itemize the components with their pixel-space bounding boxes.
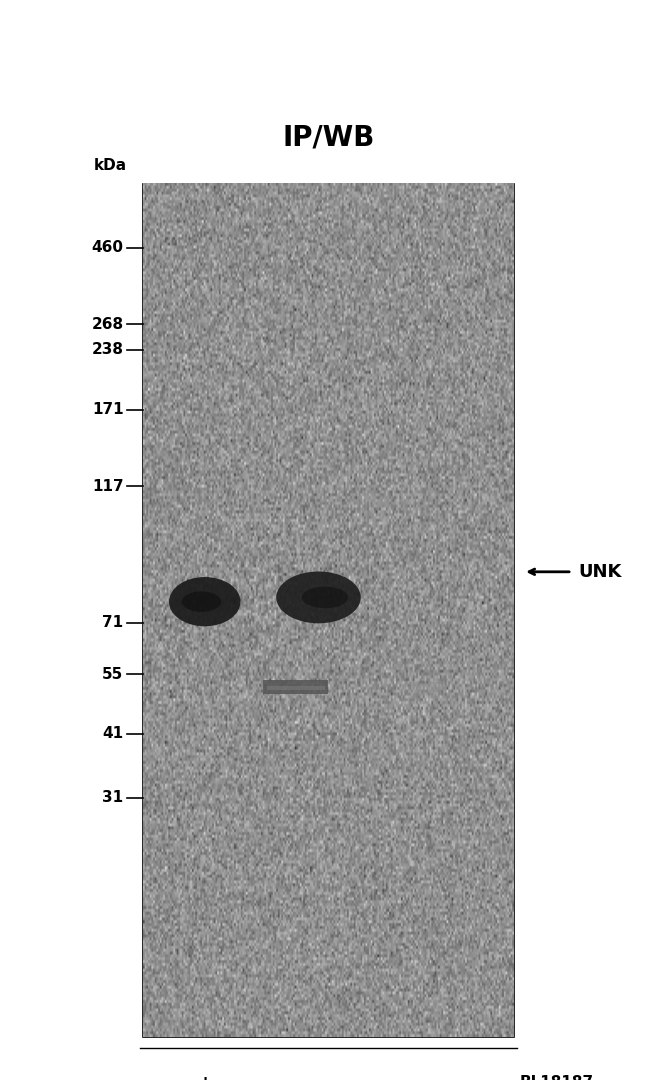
- Ellipse shape: [182, 592, 221, 612]
- Text: 268: 268: [92, 316, 124, 332]
- Text: 55: 55: [102, 666, 124, 681]
- Text: IP/WB: IP/WB: [282, 123, 374, 151]
- Text: 41: 41: [103, 727, 124, 741]
- Ellipse shape: [169, 577, 240, 626]
- Text: 71: 71: [103, 616, 124, 631]
- Text: 460: 460: [92, 240, 124, 255]
- Text: +: +: [197, 1074, 213, 1080]
- Ellipse shape: [276, 571, 361, 623]
- Text: 238: 238: [92, 342, 124, 357]
- Bar: [266, 686, 325, 690]
- Text: kDa: kDa: [94, 158, 127, 173]
- Bar: [263, 680, 328, 694]
- Text: BL18187: BL18187: [520, 1076, 594, 1080]
- Text: UNK: UNK: [578, 563, 622, 581]
- Text: -: -: [315, 1074, 322, 1080]
- Ellipse shape: [302, 586, 348, 608]
- Text: 117: 117: [92, 480, 124, 494]
- Bar: [143, 184, 514, 1037]
- Text: 171: 171: [92, 402, 124, 417]
- Bar: [404, 681, 447, 692]
- Text: -: -: [422, 1074, 430, 1080]
- Text: 31: 31: [103, 791, 124, 806]
